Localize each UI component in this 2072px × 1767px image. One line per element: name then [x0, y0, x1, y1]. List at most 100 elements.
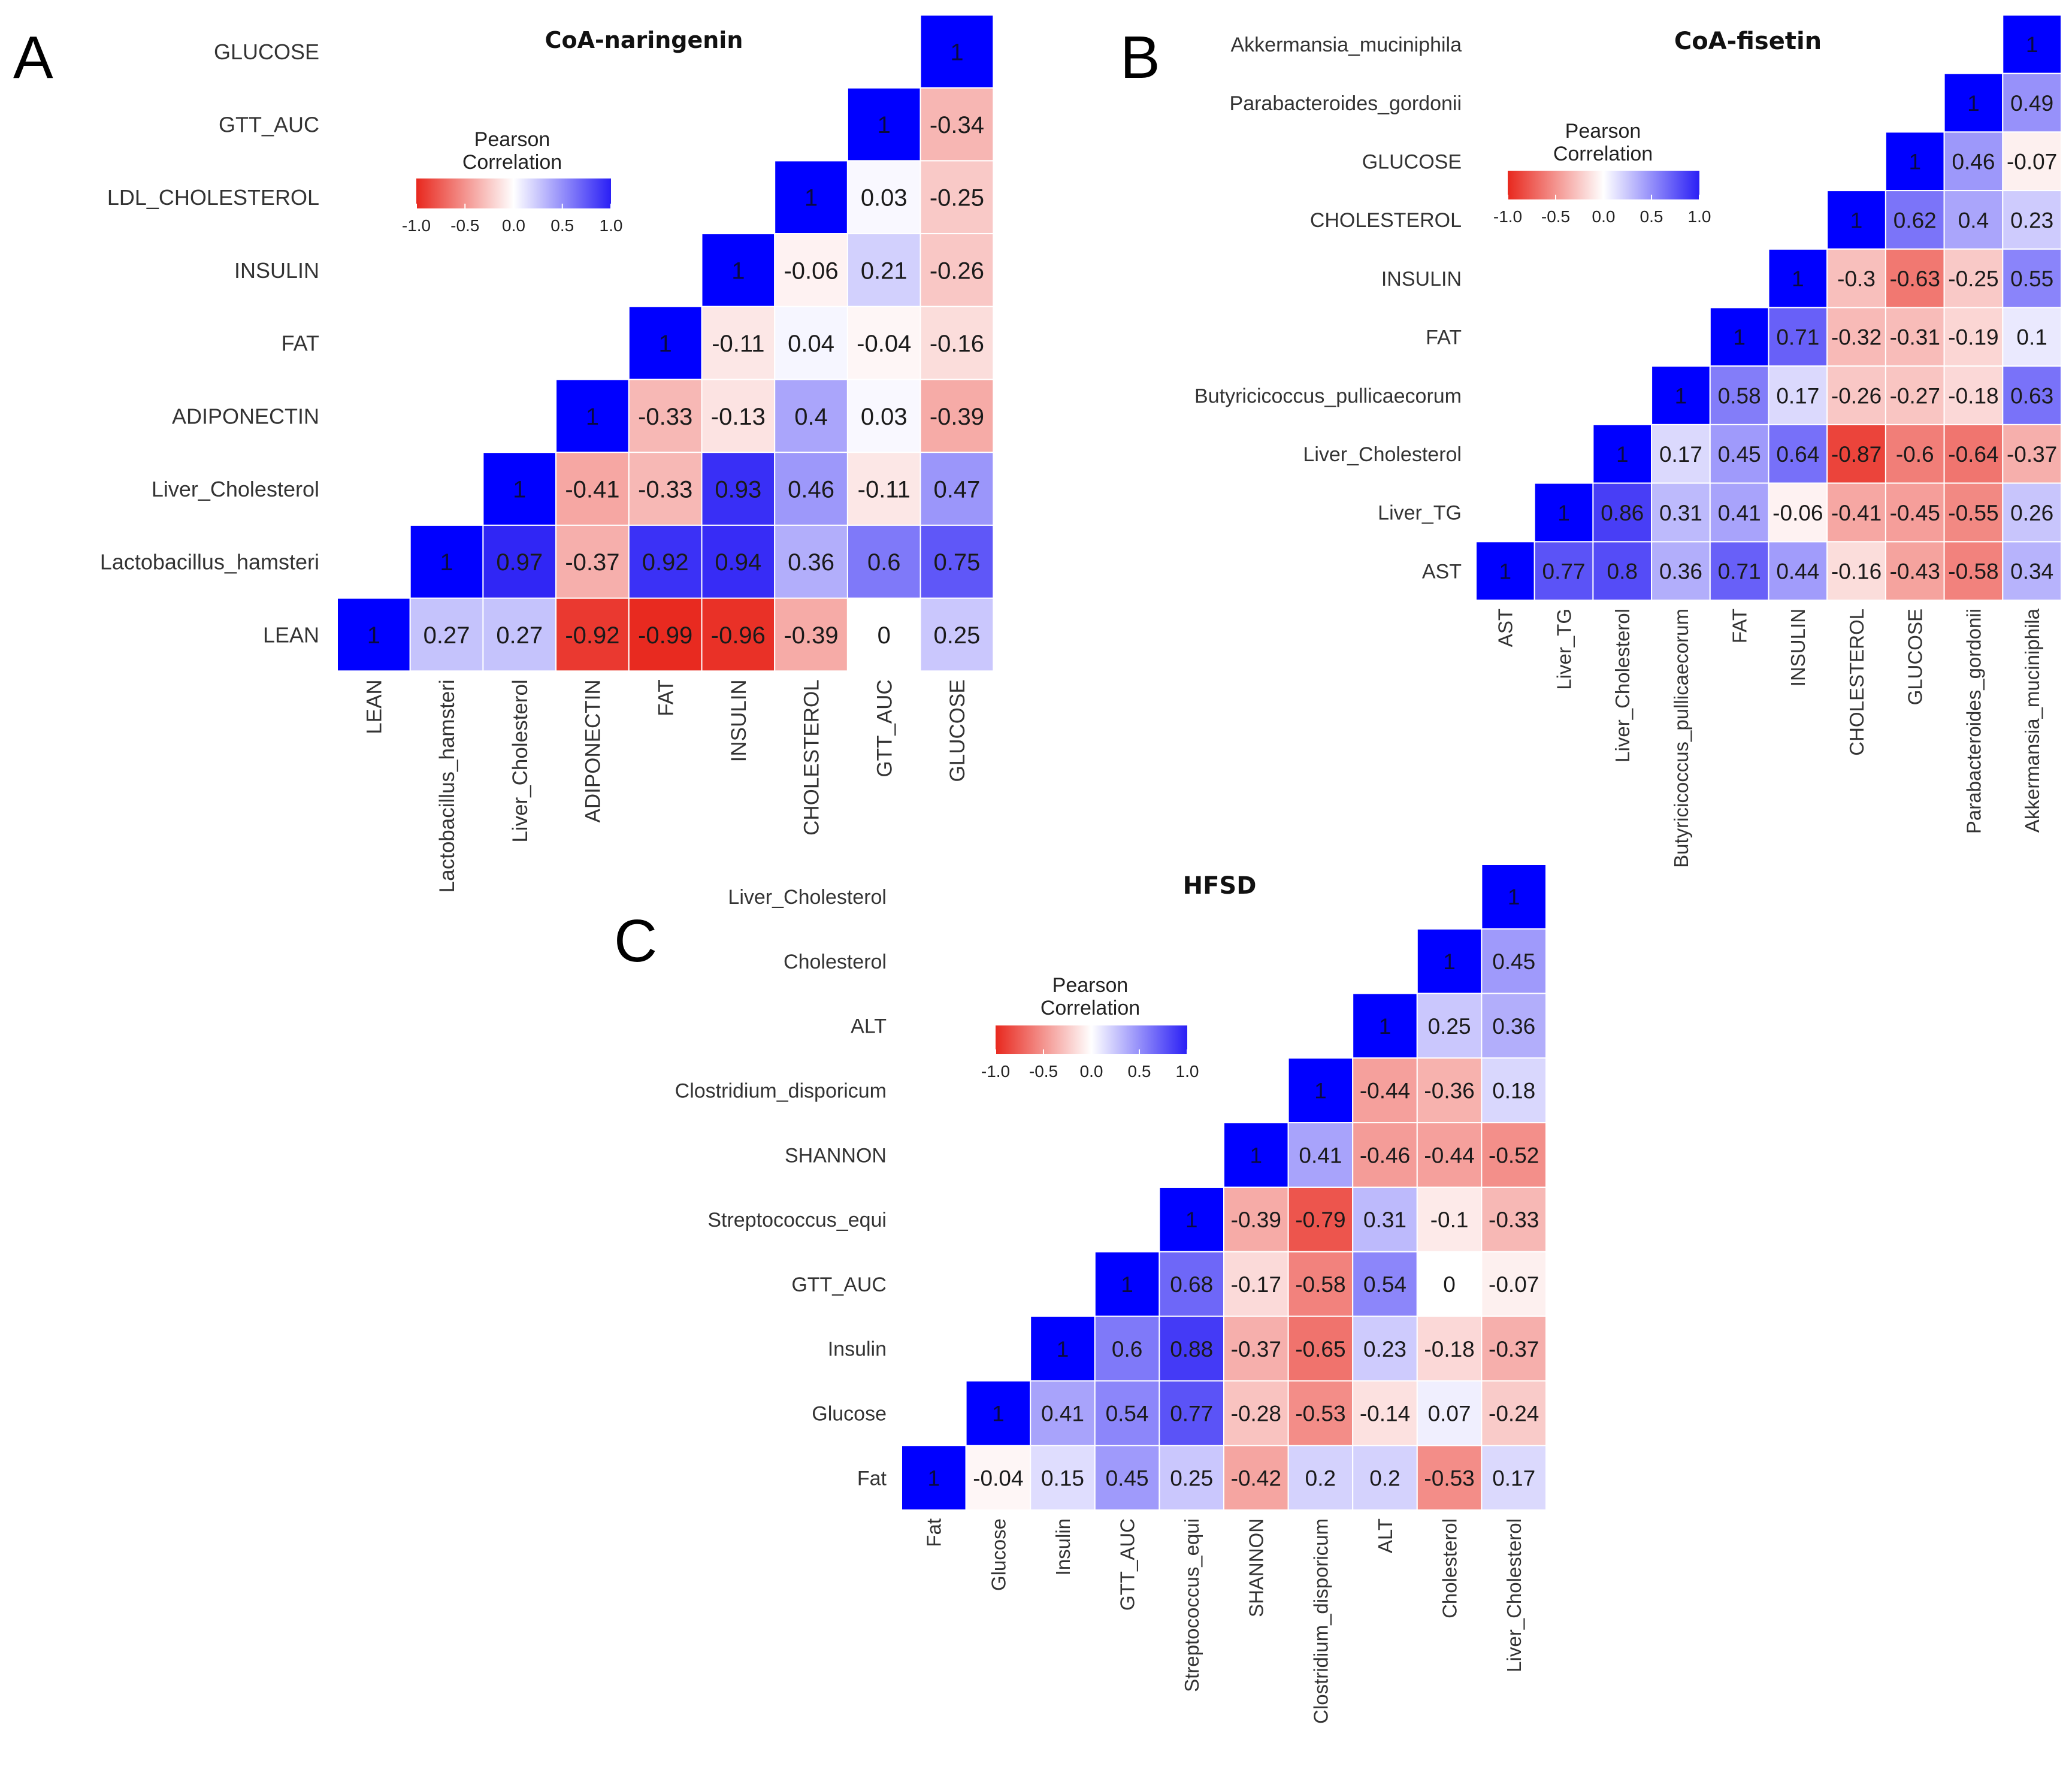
heatmap-cell — [919, 87, 994, 162]
cell-value-label: 1 — [1850, 208, 1863, 232]
cell-value-label: -0.96 — [711, 622, 766, 649]
cell-value-label: 0.36 — [1492, 1014, 1535, 1039]
heatmap-cell — [1651, 365, 1711, 425]
cell-value-label: -0.07 — [1489, 1272, 1539, 1297]
cell-value-label: 1 — [804, 185, 818, 211]
legend-tick-label: -0.5 — [1029, 1062, 1058, 1081]
chart-title: CoA-fisetin — [1674, 28, 1822, 55]
heatmap-cell — [1943, 190, 2004, 250]
cell-value-label: 0.55 — [2010, 267, 2053, 291]
cell-value-label: 0.45 — [1718, 442, 1761, 467]
heatmap-cell — [555, 452, 630, 526]
heatmap-cell — [1592, 482, 1653, 543]
legend-tick-label: 0.5 — [550, 216, 574, 235]
cell-value-label: -0.26 — [1831, 383, 1882, 408]
heatmap-cell — [2002, 365, 2062, 425]
cell-value-label: 0.17 — [1492, 1466, 1535, 1490]
cell-value-label: 1 — [659, 331, 672, 357]
cell-value-label: -0.18 — [1948, 383, 1998, 408]
cell-value-label: -0.24 — [1489, 1402, 1539, 1426]
heatmap-cell — [1481, 1057, 1547, 1124]
cell-value-label: -0.11 — [858, 476, 911, 503]
cell-value-label: 0.41 — [1718, 501, 1761, 525]
legend-title: Pearson — [474, 128, 550, 151]
row-label: Cholesterol — [784, 951, 887, 973]
cell-value-label: 1 — [1443, 949, 1456, 974]
heatmap-cell — [1481, 1445, 1547, 1511]
panel-letter: C — [614, 907, 657, 975]
column-label: Butyricicoccus_pullicaecorum — [1670, 609, 1692, 868]
heatmap-cell — [1885, 248, 1945, 308]
cell-value-label: -0.37 — [1489, 1337, 1539, 1361]
heatmap-cell — [1943, 482, 2004, 543]
row-label: Insulin — [828, 1338, 887, 1361]
cell-value-label: 0.2 — [1305, 1466, 1336, 1490]
cell-value-label: 0.77 — [1542, 559, 1586, 583]
row-label: Lactobacillus_hamsteri — [100, 550, 319, 574]
legend-colorbar — [416, 178, 611, 208]
cell-value-label: 0.58 — [1718, 383, 1761, 408]
heatmap-cell — [1826, 365, 1886, 425]
heatmap-cell — [2002, 248, 2062, 308]
heatmap-cell — [919, 524, 994, 599]
heatmap-cell — [774, 597, 848, 672]
column-label: Cholesterol — [1438, 1518, 1460, 1618]
cell-value-label: 1 — [1314, 1079, 1327, 1103]
column-label: GTT_AUC — [873, 679, 896, 777]
cell-value-label: 0.97 — [496, 549, 543, 576]
cell-value-label: -0.44 — [1424, 1143, 1474, 1167]
cell-value-label: 0.68 — [1170, 1272, 1213, 1297]
cell-value-label: 0.54 — [1363, 1272, 1406, 1297]
cell-value-label: -0.37 — [565, 549, 619, 576]
cell-value-label: -0.25 — [930, 185, 984, 211]
legend-tick-label: 0.0 — [502, 216, 525, 235]
cell-value-label: 1 — [1616, 442, 1629, 467]
cell-value-label: 0.27 — [424, 622, 470, 649]
chart-title: CoA-naringenin — [545, 27, 743, 53]
heatmap-cell — [1943, 423, 2004, 484]
column-label: Glucose — [987, 1518, 1009, 1591]
heatmap-cell — [1885, 423, 1945, 484]
cell-value-label: 0.71 — [1776, 325, 1819, 350]
cell-value-label: -0.33 — [638, 404, 692, 430]
cell-value-label: -0.26 — [930, 258, 984, 284]
column-label: SHANNON — [1245, 1518, 1268, 1617]
heatmap-cell — [701, 597, 776, 672]
cell-value-label: 0 — [878, 622, 891, 649]
row-label: Liver_Cholesterol — [152, 477, 319, 501]
heatmap-cell — [1223, 1251, 1289, 1317]
cell-value-label: 0.49 — [2010, 91, 2053, 116]
cell-value-label: -0.6 — [1896, 442, 1934, 467]
column-labels: AST Liver_TG Liver_Cholesterol Butyricicocc… — [1495, 608, 2043, 867]
heatmap-panel-C: C HFSD 1 -0.04 0.15 0.45 0.25 -0.42 0.2 0.2 -0.53 0… — [614, 864, 1547, 1724]
heatmap-cells: 1 -0.04 0.15 0.45 0.25 -0.42 0.2 0.2 -0.53 0.17 1 1… — [901, 864, 1547, 1511]
row-labels: GLUCOSE GTT_AUC LDL_CHOLESTEROL INSULIN FAT A… — [100, 40, 319, 648]
column-label: ADIPONECTIN — [582, 679, 605, 822]
cell-value-label: -0.14 — [1360, 1402, 1410, 1426]
heatmap-cell — [1885, 541, 1945, 601]
cell-value-label: -0.63 — [1890, 267, 1940, 291]
heatmap-cell — [1826, 307, 1886, 367]
cell-value-label: -0.46 — [1360, 1143, 1410, 1167]
cell-value-label: 0.25 — [1428, 1014, 1471, 1039]
heatmap-cell — [1481, 864, 1547, 930]
heatmap-cell — [2002, 14, 2062, 74]
heatmap-cell — [1158, 1445, 1225, 1511]
heatmap-cell — [1709, 423, 1769, 484]
heatmap-cell — [919, 379, 994, 453]
cell-value-label: 0.62 — [1893, 208, 1937, 232]
cell-value-label: 0.25 — [934, 622, 981, 649]
cell-value-label: -0.07 — [2007, 150, 2057, 174]
cell-value-label: -0.41 — [565, 476, 619, 503]
heatmap-cell — [1943, 131, 2004, 192]
cell-value-label: 1 — [992, 1402, 1005, 1426]
heatmap-cell — [628, 524, 703, 599]
column-label: Lactobacillus_hamsteri — [435, 679, 459, 892]
cell-value-label: 1 — [440, 549, 453, 576]
heatmap-cell — [919, 160, 994, 235]
legend-tick-label: 1.0 — [600, 216, 623, 235]
row-label: Liver_TG — [1378, 502, 1462, 525]
cell-value-label: -0.87 — [1831, 442, 1882, 467]
row-labels: Liver_Cholesterol Cholesterol ALT Clostridi… — [675, 886, 887, 1490]
